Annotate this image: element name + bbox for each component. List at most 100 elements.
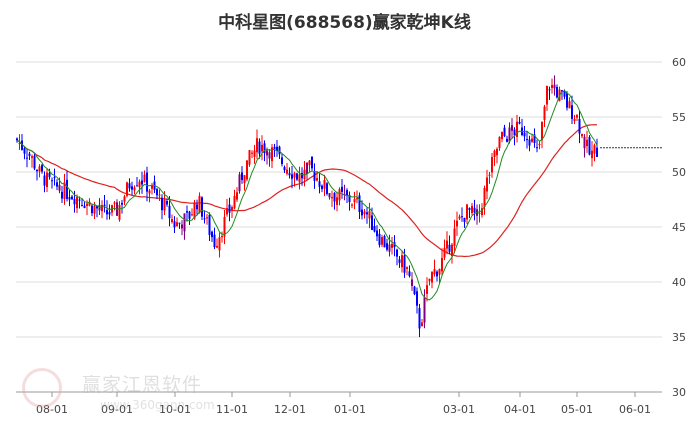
candle-body <box>311 156 313 169</box>
candle-body <box>423 297 426 323</box>
candle-body <box>478 212 481 214</box>
candle-body <box>488 174 491 176</box>
y-tick-label: 30 <box>672 386 686 399</box>
candle-body <box>233 196 236 209</box>
ma-short-path <box>16 89 598 301</box>
candle-body <box>161 197 163 211</box>
candle-body <box>498 136 501 149</box>
candle-body <box>538 143 541 145</box>
candle-body <box>118 204 121 220</box>
candle-body <box>313 171 316 181</box>
candle-body <box>223 216 226 237</box>
candle-body <box>173 221 176 228</box>
candle-body <box>146 172 148 192</box>
candle-body <box>176 222 178 226</box>
candle-body <box>211 231 213 238</box>
candle-body <box>371 215 373 230</box>
candle-body <box>461 216 463 218</box>
candle-body <box>58 184 61 191</box>
candle-body <box>486 177 488 192</box>
candle-body <box>453 228 456 246</box>
candle-body <box>73 199 76 205</box>
candle-body <box>451 244 453 257</box>
candle-body <box>308 160 311 165</box>
x-tick-label: 10-01 <box>159 403 191 416</box>
watermark-url: www.360gann.com <box>100 398 215 412</box>
candle-body <box>141 180 143 185</box>
candle-body <box>568 101 571 109</box>
candle-body <box>168 205 171 219</box>
candle-body <box>306 162 308 175</box>
candle-body <box>281 157 283 165</box>
candle-body <box>398 259 401 263</box>
candle-body <box>346 190 348 196</box>
candle-body <box>541 122 543 141</box>
candle-body <box>81 205 83 207</box>
candle-body <box>531 138 533 142</box>
candle-body <box>588 137 591 155</box>
candle-body <box>396 249 398 257</box>
candle-body <box>276 146 278 152</box>
candle-body <box>171 219 173 223</box>
ma-long-path <box>16 124 598 258</box>
candle-body <box>96 206 98 209</box>
candle-body <box>566 93 568 108</box>
candle-body <box>108 212 111 215</box>
candle-body <box>48 173 51 177</box>
candle-body <box>241 172 243 180</box>
candle-body <box>206 217 208 219</box>
candle-body <box>193 202 196 219</box>
candle-body <box>571 105 573 119</box>
candle-body <box>133 187 136 191</box>
candle-body <box>513 129 516 136</box>
candle-body <box>121 202 123 205</box>
ma-short-line <box>16 89 598 301</box>
candle-body <box>231 207 233 211</box>
y-tick-label: 60 <box>672 56 686 69</box>
candle-body <box>383 236 386 248</box>
candle-body <box>456 220 458 227</box>
candle-body <box>348 194 351 203</box>
candle-body <box>158 194 161 196</box>
candle-body <box>528 139 531 146</box>
candle-body <box>28 153 31 156</box>
candle-body <box>76 197 78 209</box>
candle-body <box>586 139 588 147</box>
candle-body <box>88 201 91 206</box>
x-tick-label: 05-01 <box>561 403 593 416</box>
candle-body <box>178 222 181 224</box>
candle-body <box>38 166 41 172</box>
candle-body <box>473 207 476 213</box>
candle-body <box>336 197 338 205</box>
candle-body <box>596 147 598 158</box>
candle-body <box>491 157 493 173</box>
candle-body <box>331 197 333 199</box>
candle-body <box>401 255 403 268</box>
candle-body <box>368 211 371 219</box>
candle-body <box>501 131 503 139</box>
candle-body <box>221 235 223 238</box>
candle-body <box>191 214 193 216</box>
watermark-name: 赢家江恩软件 <box>82 374 203 396</box>
candle-body <box>403 255 406 273</box>
candle-body <box>56 182 58 187</box>
candle-body <box>523 132 526 137</box>
candle-body <box>203 218 206 220</box>
candle-body <box>151 185 153 189</box>
candle-body <box>43 175 46 186</box>
candle-body <box>548 89 551 91</box>
candle-body <box>363 211 366 215</box>
candle-body <box>406 267 408 269</box>
candle-body <box>46 172 48 188</box>
candle-body <box>561 90 563 92</box>
candle-body <box>433 269 436 275</box>
candle-body <box>273 146 276 149</box>
candle-body <box>258 141 261 154</box>
candle-body <box>63 182 66 199</box>
candle-body <box>93 205 96 214</box>
candle-body <box>31 156 33 158</box>
x-tick-label: 12-01 <box>274 403 306 416</box>
candle-body <box>526 139 528 141</box>
x-tick-label: 04-01 <box>504 403 536 416</box>
